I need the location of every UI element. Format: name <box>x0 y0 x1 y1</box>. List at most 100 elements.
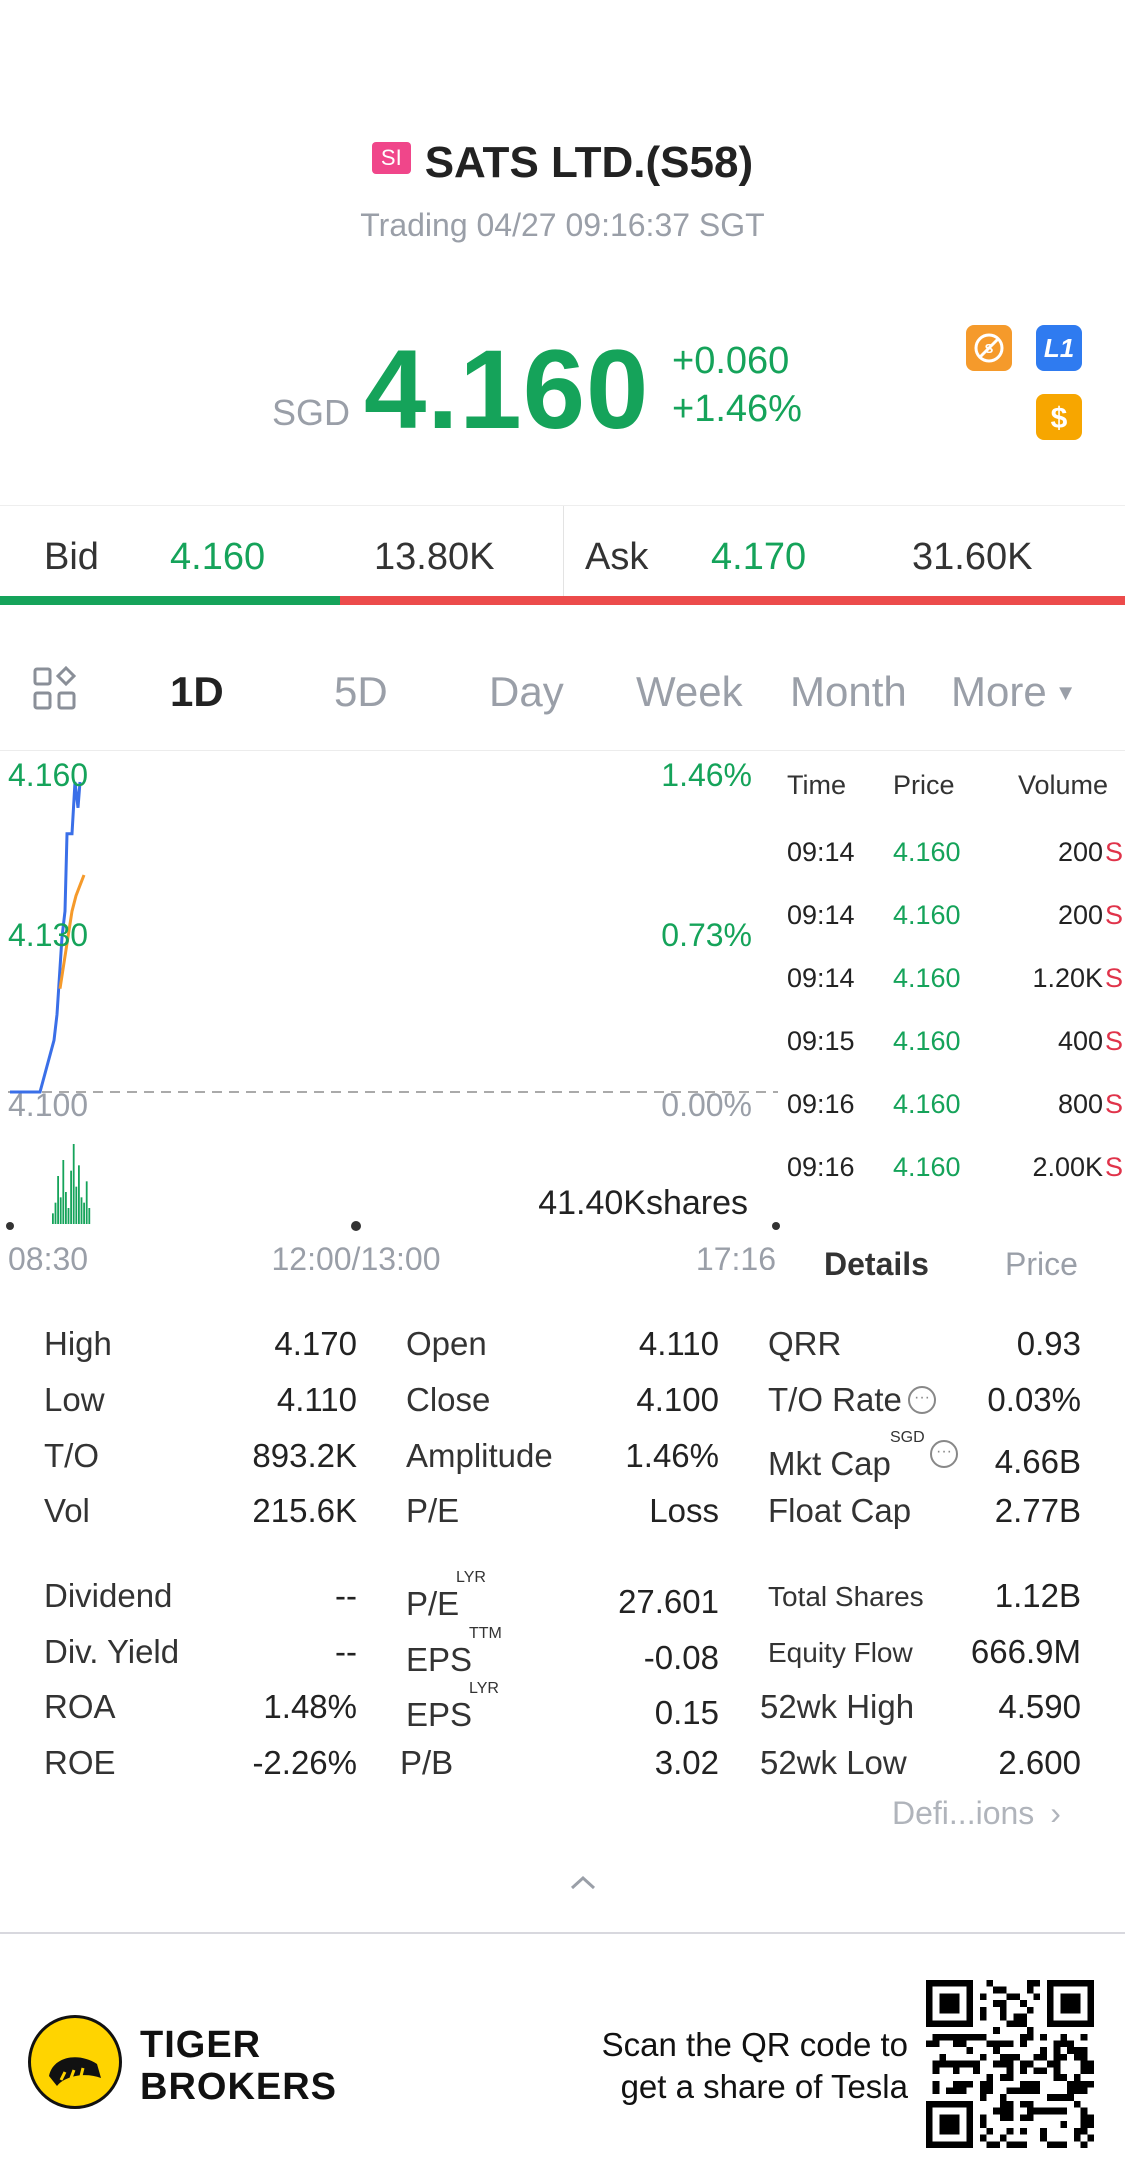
trade-time: 09:16 <box>787 1152 855 1182</box>
stat-label: P/B <box>400 1744 454 1781</box>
level1-icon[interactable]: L1 <box>1036 325 1082 371</box>
volume-bar <box>85 1181 88 1224</box>
x-dot-end <box>772 1222 780 1230</box>
stat-value: 4.110 <box>276 1381 357 1418</box>
tab-more[interactable]: More ▼ <box>951 668 1076 716</box>
market-badge: SI <box>371 142 411 174</box>
stat-superscript: SGD <box>890 1429 925 1446</box>
tab-5d[interactable]: 5D <box>334 668 388 715</box>
trade-volume: 500 <box>1058 800 1103 805</box>
stat-label: QRR <box>768 1325 842 1362</box>
stat-value: 0.93 <box>1016 1325 1081 1362</box>
trade-side: S <box>1104 963 1123 993</box>
stat-superscript: LYR <box>469 1680 499 1697</box>
ask-price: 4.170 <box>711 536 807 578</box>
price-change: +0.060 <box>672 340 790 382</box>
stat-value: 3.02 <box>654 1744 719 1781</box>
trade-price: 4.160 <box>893 963 961 993</box>
promo-text-line1: Scan the QR code to <box>601 2026 908 2063</box>
no-short-icon[interactable]: S <box>966 325 1012 371</box>
x-dot-mid <box>351 1221 361 1231</box>
tabs-divider <box>0 750 1125 751</box>
definitions-link[interactable]: Defi...ions › <box>892 1795 1061 1832</box>
stat-label: Low <box>44 1381 105 1418</box>
ask-label: Ask <box>585 536 649 578</box>
volume-bar <box>72 1144 75 1224</box>
trade-side: S <box>1104 837 1123 867</box>
bid-size: 13.80K <box>374 536 495 578</box>
stat-label: EPS <box>406 1641 473 1678</box>
stock-title[interactable]: SATS LTD.(S58) <box>424 138 754 187</box>
pct-label-high: 1.46% <box>661 757 752 793</box>
stat-value: 4.110 <box>638 1325 719 1362</box>
stat-superscript: LYR <box>456 1569 486 1586</box>
volume-bar <box>52 1213 54 1224</box>
trade-side: S <box>1105 800 1123 805</box>
trade-volume: 200 <box>1057 837 1103 867</box>
tab-details[interactable]: Details <box>824 1246 929 1282</box>
x-dot-start <box>6 1222 14 1230</box>
volume-bar <box>57 1176 59 1224</box>
tiger-logo-icon <box>28 2015 122 2109</box>
trade-row: 09:14 4.160 200 S <box>780 900 1125 940</box>
stat-label: Close <box>406 1381 491 1418</box>
stat-value: 1.12B <box>994 1577 1081 1614</box>
promo-text-line2: get a share of Tesla <box>620 2068 908 2105</box>
trade-price: 4.160 <box>893 1089 961 1119</box>
info-icon[interactable]: ··· <box>908 1386 936 1414</box>
trades-header-volume: Volume <box>1018 770 1109 800</box>
stat-label: ROE <box>44 1744 116 1781</box>
footer-divider <box>0 1932 1125 1934</box>
stat-value: -- <box>335 1633 357 1670</box>
trades-header-time: Time <box>787 770 846 800</box>
trade-row: 09:15 4.160 400 S <box>780 1026 1125 1066</box>
definitions-label: Defi...ions <box>892 1795 1035 1831</box>
bid-ask-panel: Bid 4.160 13.80K Ask 4.170 31.60K <box>0 505 1125 606</box>
x-label-end: 17:16 <box>696 1241 776 1270</box>
trade-volume: 800 <box>1057 1089 1103 1119</box>
qr-code-icon <box>926 1980 1094 2148</box>
layout-grid-icon[interactable] <box>32 665 78 717</box>
volume-bars <box>52 1144 91 1224</box>
stat-value: -0.08 <box>643 1639 719 1676</box>
trade-volume: 200 <box>1057 900 1103 930</box>
brand-name-line2: BROKERS <box>140 2066 338 2108</box>
stat-label: Float Cap <box>768 1492 912 1529</box>
tab-month[interactable]: Month <box>790 668 907 715</box>
trade-row: 09:14 4.160 500S <box>780 800 1125 814</box>
info-icon[interactable]: ··· <box>930 1440 958 1468</box>
chevron-up-icon[interactable] <box>568 1868 598 1898</box>
last-price: 4.160 <box>364 327 650 452</box>
x-label-mid: 12:00/13:00 <box>271 1241 440 1270</box>
tab-price[interactable]: Price <box>1005 1246 1078 1282</box>
stat-value: 2.600 <box>998 1744 1081 1781</box>
stat-label: T/O Rate <box>768 1381 902 1418</box>
timeframe-tabs: 1D 5D Day Week Month More ▼ <box>0 640 1125 750</box>
volume-bar <box>65 1192 67 1224</box>
stat-label: Equity Flow <box>768 1637 913 1668</box>
trade-time: 09:15 <box>787 1026 855 1056</box>
stat-label: Div. Yield <box>44 1633 180 1670</box>
stat-label: P/E <box>406 1492 460 1529</box>
stat-value: 0.03% <box>987 1381 1081 1418</box>
trade-price: 4.160 <box>893 900 961 930</box>
stat-value: 4.100 <box>636 1381 719 1418</box>
price-change-percent: +1.46% <box>672 388 802 430</box>
volume-bar <box>88 1208 91 1224</box>
price-line <box>10 781 82 1094</box>
caret-down-icon: ▼ <box>1054 680 1077 705</box>
intraday-chart[interactable]: 4.160 4.130 4.100 1.46% 0.73% 0.00% 41.4… <box>0 750 780 1270</box>
trade-side: S <box>1104 900 1123 930</box>
y-label-high: 4.160 <box>8 757 88 793</box>
tab-1d[interactable]: 1D <box>170 668 224 715</box>
stat-label: Mkt Cap <box>768 1445 891 1482</box>
trade-side: S <box>1104 1026 1123 1056</box>
trades-list[interactable]: 09:144.160500S09:144.160200S09:144.16020… <box>780 800 1125 1230</box>
y-label-low: 4.100 <box>8 1087 88 1123</box>
dollar-icon[interactable]: $ <box>1036 394 1082 440</box>
tab-day[interactable]: Day <box>489 668 564 715</box>
stat-label: High <box>44 1325 112 1362</box>
tab-week[interactable]: Week <box>636 668 743 715</box>
stat-label: T/O <box>44 1437 99 1474</box>
stat-value: 215.6K <box>252 1492 357 1529</box>
